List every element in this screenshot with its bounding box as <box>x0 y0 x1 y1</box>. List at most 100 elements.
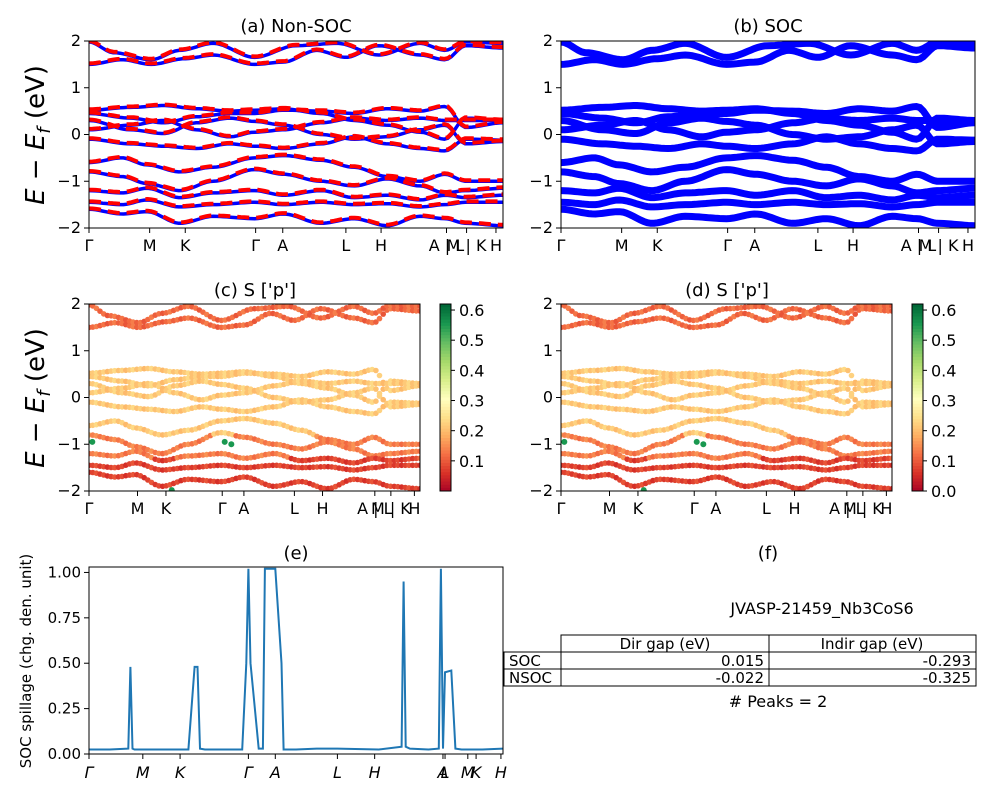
x-tick-label: M <box>461 763 475 782</box>
y-tick-label: 0 <box>71 388 81 407</box>
projection-point <box>845 319 851 325</box>
projection-point <box>852 403 858 410</box>
y-tick-label: 2 <box>71 294 81 313</box>
colorbar-segment <box>440 487 451 492</box>
x-tick-label: A <box>238 499 249 518</box>
colorbar-segment <box>912 484 923 489</box>
x-tick-label: Γ <box>85 236 94 255</box>
panel-a-bands <box>89 41 503 228</box>
projection-point <box>889 485 892 491</box>
colorbar-segment <box>912 428 923 433</box>
colorbar-segment <box>440 400 451 405</box>
panel-b-yticks: 2 1 0 −1 −2 <box>529 31 561 237</box>
panel-c-title: (c) S ['p'] <box>214 280 296 301</box>
projection-point <box>889 441 892 448</box>
x-tick-label: M | K <box>919 236 959 255</box>
projection-point <box>848 372 855 379</box>
colorbar-segment <box>912 341 923 346</box>
projection-point <box>373 398 379 405</box>
projection-point <box>889 462 892 469</box>
colorbar-segment <box>912 419 923 423</box>
colorbar-segment <box>912 381 923 386</box>
colorbar-segment <box>440 413 451 417</box>
x-tick-label: A | L <box>429 236 465 255</box>
x-tick-label: Γ <box>557 499 566 518</box>
band-line-dashed <box>89 103 503 129</box>
colorbar-segment <box>912 313 923 317</box>
colorbar-segment <box>912 375 923 380</box>
x-tick-label: K <box>471 763 483 782</box>
colorbar-segment <box>440 419 451 423</box>
band-line-dashed <box>89 166 503 195</box>
projection-point <box>848 315 855 322</box>
projection-point <box>380 396 387 403</box>
colorbar-segment <box>440 406 451 411</box>
y-tick-label: −1 <box>57 171 81 190</box>
x-tick-label: K <box>175 763 187 782</box>
colorbar-segment <box>912 369 923 374</box>
colorbar-segment <box>440 453 451 458</box>
band-line-soc <box>561 41 975 64</box>
colorbar-segment <box>912 422 923 427</box>
colorbar-tick-label: 0.6 <box>459 301 484 320</box>
colorbar-tick-label: 0.2 <box>931 422 956 441</box>
x-tick-label: A | L <box>901 236 937 255</box>
colorbar-segment <box>440 353 451 358</box>
band-line-soc <box>561 133 975 155</box>
colorbar-segment <box>912 353 923 358</box>
table-header-indir: Indir gap (eV) <box>821 635 924 653</box>
colorbar-segment <box>440 438 451 442</box>
colorbar-frame <box>911 303 924 492</box>
x-tick-label: M <box>603 499 617 518</box>
colorbar-segment <box>440 441 451 445</box>
colorbar-segment <box>440 335 451 339</box>
colorbar-segment <box>912 372 923 377</box>
colorbar-segment <box>912 316 923 321</box>
y-tick-label: 1.00 <box>48 563 81 581</box>
colorbar-segment <box>912 438 923 442</box>
projection-point <box>889 400 892 406</box>
x-tick-label: L <box>441 763 450 782</box>
table-cell <box>768 668 977 687</box>
colorbar-segment <box>440 372 451 377</box>
x-tick-label: H <box>369 763 381 782</box>
colorbar-segment <box>912 335 923 339</box>
x-tick-label: H <box>495 763 507 782</box>
projection-point <box>845 386 851 392</box>
colorbar-segment <box>912 425 923 430</box>
x-tick-label: M | K <box>843 499 883 518</box>
band-line-dashed <box>89 152 503 183</box>
y-tick-label: 1 <box>71 78 81 97</box>
colorbar-segment <box>912 406 923 411</box>
colorbar-segment <box>912 332 923 336</box>
colorbar-tick-label: 0.3 <box>931 392 956 411</box>
x-tick-label: K <box>633 499 644 518</box>
colorbar-segment <box>440 381 451 386</box>
panel-d-bands <box>561 304 892 491</box>
panel-c-colorbar: 0.6 0.5 0.4 0.3 0.2 0.1 <box>439 301 484 492</box>
colorbar-segment <box>440 466 451 470</box>
colorbar-segment <box>912 413 923 417</box>
x-tick-label: A <box>269 763 281 782</box>
band-line-dashed <box>89 102 503 141</box>
projection-point <box>889 308 892 314</box>
colorbar-tick-label: 0.0 <box>931 482 956 501</box>
band-line-dashed <box>89 42 503 66</box>
panel-a-yticks: 2 1 0 −1 −2 <box>57 31 89 237</box>
x-tick-label: Γ <box>251 236 260 255</box>
band-line-soc <box>561 152 975 185</box>
colorbar-segment <box>912 472 923 476</box>
x-tick-label: H <box>962 236 974 255</box>
band-line-dashed <box>89 185 503 202</box>
x-tick-label: Γ <box>690 499 699 518</box>
projection-point <box>376 390 383 397</box>
projection-point <box>417 304 420 310</box>
colorbar-segment <box>440 450 451 455</box>
table-row-label: NSOC <box>509 669 552 687</box>
colorbar-segment <box>912 350 923 355</box>
x-tick-label: M <box>131 499 145 518</box>
x-tick-label: H <box>847 236 859 255</box>
peaks-label: # Peaks = 2 <box>729 692 828 711</box>
